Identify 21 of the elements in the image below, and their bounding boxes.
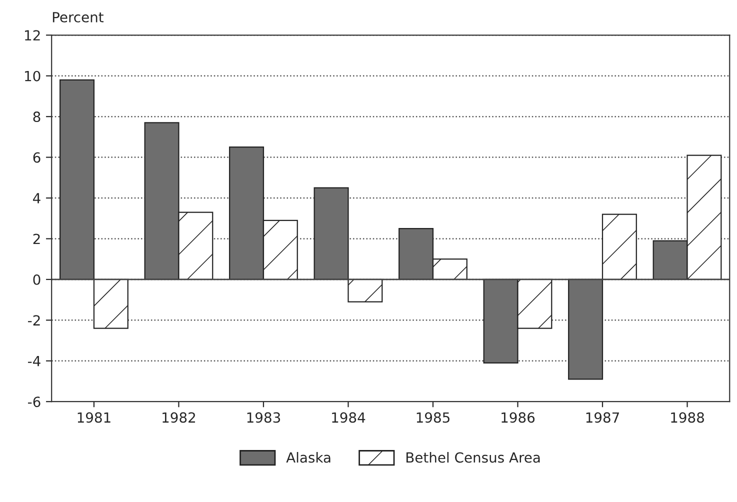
legend-label: Alaska (286, 452, 330, 463)
x-tick-label: 1988 (671, 412, 704, 423)
y-tick-label: 2 (33, 234, 40, 244)
x-tick-label: 1985 (416, 412, 450, 423)
y-tick-label: 12 (25, 30, 40, 40)
y-tick-label: 6 (33, 152, 40, 163)
y-tick-label: 0 (33, 274, 40, 285)
x-tick-label: 1986 (502, 412, 535, 423)
legend-label: Bethel Census Area (406, 452, 540, 463)
y-tick-label: -4 (28, 356, 40, 366)
x-tick-label: 1981 (78, 412, 110, 423)
y-tick-label: -6 (28, 396, 40, 408)
y-tick-label: 4 (33, 193, 40, 204)
y-tick-label: -2 (28, 315, 40, 326)
y-axis-title: Percent (52, 12, 104, 22)
y-tick-label: 10 (25, 70, 40, 82)
x-tick-label: 1983 (247, 412, 280, 423)
x-tick-label: 1984 (332, 412, 366, 423)
x-tick-label: 1982 (162, 412, 196, 423)
x-tick-label: 1987 (586, 412, 619, 423)
y-tick-label: 8 (33, 112, 40, 122)
